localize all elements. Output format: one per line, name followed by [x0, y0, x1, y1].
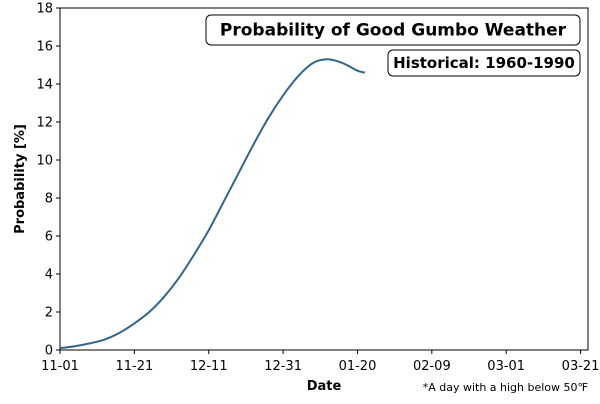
x-tick-label: 11-01 — [41, 359, 79, 374]
chart-title: Probability of Good Gumbo Weather — [220, 21, 567, 41]
x-tick-label: 01-20 — [339, 359, 377, 374]
x-tick-label: 12-31 — [264, 359, 302, 374]
x-tick-label: 02-09 — [413, 359, 451, 374]
y-tick-label: 4 — [45, 268, 53, 283]
x-tick-label: 11-21 — [115, 359, 153, 374]
plot-frame — [59, 7, 589, 351]
y-tick-label: 10 — [36, 154, 53, 169]
subtitle-frame — [387, 49, 581, 77]
y-tick-label: 6 — [45, 230, 53, 245]
y-axis-label: Probability [%] — [13, 124, 28, 234]
y-tick-label: 0 — [45, 344, 53, 359]
y-tick-label: 12 — [36, 116, 53, 131]
x-tick-label: 12-11 — [190, 359, 228, 374]
x-tick-label: 03-01 — [487, 359, 525, 374]
footnote: *A day with a high below 50℉ — [423, 381, 588, 394]
tick-marks — [56, 7, 582, 354]
y-tick-label: 16 — [36, 40, 53, 55]
chart-subtitle: Historical: 1960-1990 — [393, 54, 575, 72]
tick-labels: 11-01 11-21 12-11 12-31 01-20 02-09 03-01 03-21… — [36, 2, 599, 375]
y-tick-label: 14 — [36, 78, 53, 93]
y-tick-label: 2 — [45, 306, 53, 321]
series-line-0 — [59, 58, 366, 350]
x-tick-label: 03-21 — [562, 359, 600, 374]
y-tick-label: 18 — [36, 2, 53, 17]
title-box: Probability of Good Gumbo Weather — [205, 14, 581, 46]
y-tick-label: 8 — [45, 192, 53, 207]
axes — [59, 7, 589, 351]
subtitle-box: Historical: 1960-1990 — [387, 49, 581, 77]
series — [59, 58, 366, 350]
title-frame — [205, 14, 581, 46]
x-axis-label: Date — [307, 379, 342, 394]
